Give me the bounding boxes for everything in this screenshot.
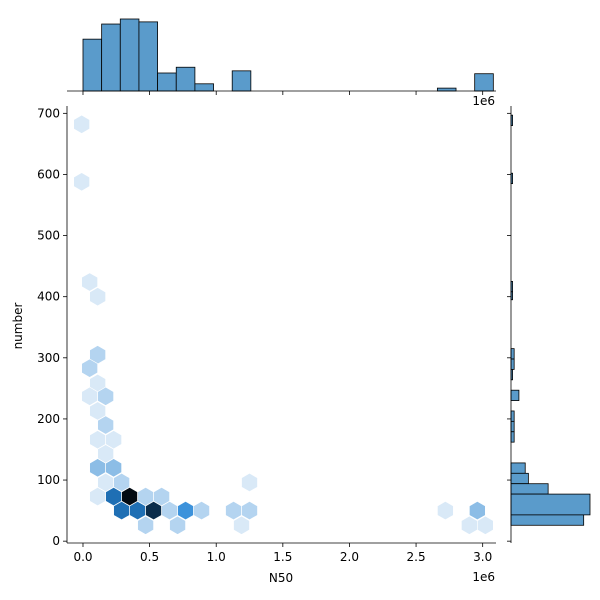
top-hist-bar <box>82 38 103 92</box>
top-offset-label: 1e6 <box>472 94 495 108</box>
hexbin-cell <box>241 501 258 521</box>
x-tick-label: 2.5 <box>407 550 426 564</box>
y-tick-label: 500 <box>37 229 60 243</box>
top-hist-bar <box>138 21 158 92</box>
right-hist-bar <box>510 493 591 516</box>
right-hist-bar <box>510 420 515 433</box>
hexbin-cell <box>97 386 114 406</box>
y-tick-label: 100 <box>37 473 60 487</box>
right-hist-bar <box>510 483 549 495</box>
hexbin-cell <box>233 515 250 535</box>
hexbin-cell <box>137 515 154 535</box>
right-hist-bar <box>510 514 585 526</box>
x-tick-label: 0.0 <box>73 550 92 564</box>
top-hist-bar <box>474 73 494 92</box>
y-tick-label: 300 <box>37 351 60 365</box>
axes: 0.0 0.5 1.0 1.5 2.0 2.5 3.0 0 100 200 300 400 500 600… <box>37 106 496 564</box>
top-hist-bar <box>101 23 121 92</box>
x-tick-label: 2.0 <box>340 550 359 564</box>
top-hist-bar <box>436 87 457 92</box>
hexbin-cell <box>437 501 454 521</box>
right-hist-bar <box>510 472 529 485</box>
hexbin-cell <box>81 358 98 378</box>
y-tick-label: 600 <box>37 167 60 181</box>
hexbin-cell <box>73 114 90 134</box>
hexbin-cell <box>225 501 242 521</box>
hexbin-cell <box>97 415 114 435</box>
right-hist-bar <box>510 410 515 422</box>
top-marginal-histogram <box>67 18 496 95</box>
top-hist-bar <box>231 70 252 92</box>
x-axis-label: N50 <box>269 571 293 585</box>
y-axis-label: number <box>11 303 25 350</box>
x-tick-label: 0.5 <box>140 550 159 564</box>
y-tick-label: 200 <box>37 412 60 426</box>
top-hist-bar <box>194 83 214 92</box>
x-tick-label: 1.5 <box>273 550 292 564</box>
hexbin-cell <box>81 272 98 292</box>
top-hist-bar <box>175 66 196 92</box>
x-offset-label: 1e6 <box>472 570 495 584</box>
hexbin-plot <box>73 114 494 535</box>
y-tick-label: 0 <box>52 534 60 548</box>
x-tick-label: 3.0 <box>473 550 492 564</box>
right-hist-bar <box>510 389 520 401</box>
right-hist-bar <box>510 431 515 443</box>
hexbin-cell <box>105 458 122 478</box>
hexbin-cell <box>169 515 186 535</box>
hexbin-cell <box>241 472 258 493</box>
hexbin-cell <box>469 501 486 521</box>
hexbin-cell <box>73 172 90 192</box>
top-hist-bar <box>119 18 140 92</box>
hexbin-cell <box>461 515 478 535</box>
hexbin-cell <box>89 287 106 307</box>
y-tick-label: 400 <box>37 290 60 304</box>
right-hist-bar <box>510 462 526 474</box>
top-hist-bar <box>157 72 177 92</box>
hexbin-cell <box>477 515 494 535</box>
y-tick-label: 700 <box>37 106 60 120</box>
right-marginal-histogram <box>507 106 591 543</box>
x-tick-label: 1.0 <box>207 550 226 564</box>
right-hist-bar <box>510 358 515 370</box>
hexbin-cell <box>193 501 210 521</box>
right-hist-bar <box>510 348 515 360</box>
hexbin-cell <box>177 501 194 521</box>
